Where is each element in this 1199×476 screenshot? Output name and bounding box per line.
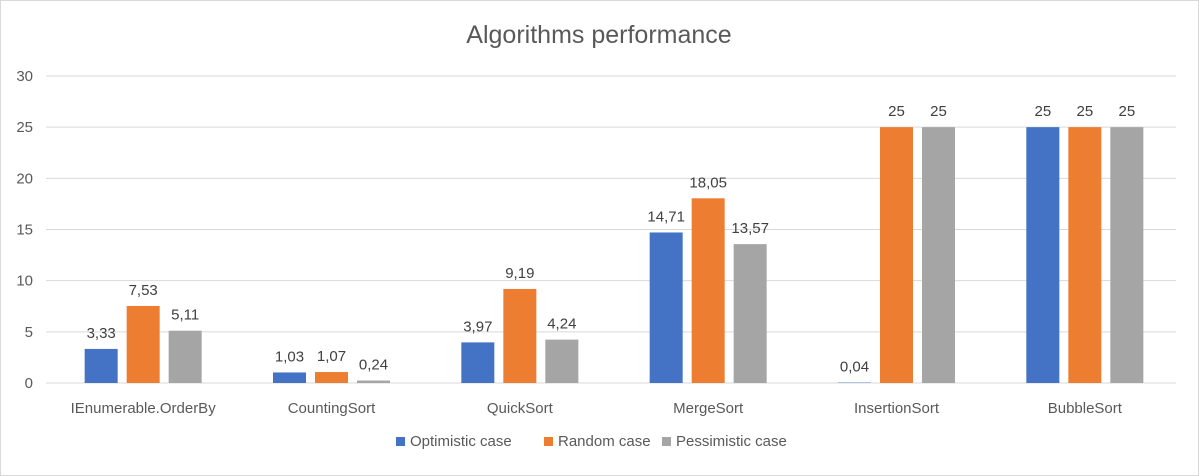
data-label: 25 bbox=[1118, 103, 1135, 120]
chart-title: Algorithms performance bbox=[466, 21, 731, 49]
bar bbox=[545, 339, 579, 383]
bar bbox=[1110, 127, 1144, 384]
x-category-label: IEnumerable.OrderBy bbox=[71, 400, 217, 417]
data-label: 1,03 bbox=[275, 348, 304, 365]
data-label: 14,71 bbox=[647, 208, 685, 225]
legend-label: Pessimistic case bbox=[676, 433, 787, 450]
y-tick-label: 0 bbox=[25, 375, 33, 392]
bar bbox=[1026, 127, 1060, 384]
bar bbox=[273, 372, 306, 383]
data-label: 25 bbox=[1076, 103, 1093, 120]
data-label: 3,97 bbox=[463, 318, 492, 335]
legend-label: Random case bbox=[558, 433, 651, 450]
data-label: 5,11 bbox=[171, 307, 199, 324]
x-category-label: CountingSort bbox=[288, 400, 376, 417]
y-tick-label: 5 bbox=[25, 324, 33, 341]
y-tick-label: 10 bbox=[16, 273, 33, 290]
y-tick-label: 25 bbox=[16, 119, 33, 136]
bar bbox=[503, 288, 537, 383]
data-label: 0,24 bbox=[359, 357, 388, 374]
bar bbox=[733, 244, 767, 383]
data-label: 7,53 bbox=[129, 282, 158, 299]
data-label: 25 bbox=[930, 103, 947, 120]
data-label: 13,57 bbox=[731, 220, 769, 237]
data-label: 1,07 bbox=[317, 348, 346, 365]
y-tick-label: 30 bbox=[16, 68, 33, 85]
bar bbox=[357, 380, 390, 383]
x-category-label: InsertionSort bbox=[854, 400, 940, 417]
bar bbox=[649, 232, 683, 383]
x-category-label: MergeSort bbox=[673, 400, 744, 417]
y-tick-label: 15 bbox=[16, 222, 33, 239]
x-category-label: BubbleSort bbox=[1048, 400, 1123, 417]
bar bbox=[691, 198, 725, 383]
legend-swatch bbox=[396, 437, 405, 446]
y-tick-label: 20 bbox=[16, 170, 33, 187]
data-label: 18,05 bbox=[689, 174, 727, 191]
bar bbox=[461, 342, 495, 383]
bar bbox=[315, 372, 348, 383]
data-label: 0,04 bbox=[840, 359, 869, 376]
data-label: 25 bbox=[888, 103, 905, 120]
data-label: 25 bbox=[1034, 103, 1051, 120]
bar bbox=[1068, 127, 1102, 384]
bar bbox=[126, 305, 160, 383]
legend-swatch bbox=[544, 437, 553, 446]
bar bbox=[168, 330, 202, 383]
x-category-label: QuickSort bbox=[487, 400, 554, 417]
data-label: 9,19 bbox=[505, 265, 534, 282]
legend-label: Optimistic case bbox=[410, 433, 512, 450]
bar bbox=[922, 127, 955, 384]
data-label: 4,24 bbox=[547, 316, 576, 333]
bar bbox=[880, 127, 913, 384]
legend-swatch bbox=[662, 437, 671, 446]
bar bbox=[84, 348, 118, 383]
data-label: 3,33 bbox=[87, 325, 116, 342]
